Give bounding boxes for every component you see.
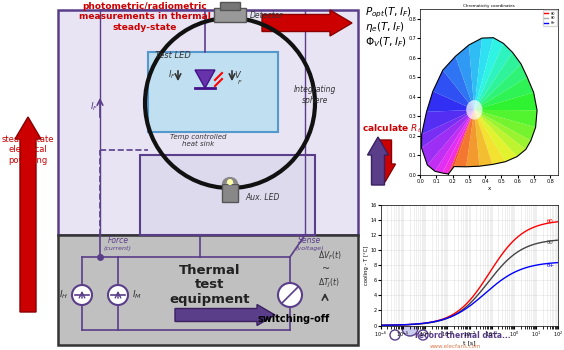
Text: $V$: $V$ bbox=[234, 70, 242, 80]
Text: $I_M$: $I_M$ bbox=[132, 289, 142, 301]
Polygon shape bbox=[474, 92, 537, 110]
Bar bbox=[214, 8, 246, 22]
Bar bbox=[58, 10, 358, 235]
Text: θ0: θ0 bbox=[547, 240, 553, 245]
Circle shape bbox=[72, 285, 92, 305]
Polygon shape bbox=[469, 38, 482, 110]
Polygon shape bbox=[448, 110, 474, 174]
Text: record thermal data...: record thermal data... bbox=[415, 331, 510, 340]
Polygon shape bbox=[474, 110, 517, 162]
Text: Integrating
sphere: Integrating sphere bbox=[294, 85, 336, 105]
Bar bbox=[220, 2, 240, 10]
Polygon shape bbox=[433, 70, 474, 110]
FancyArrow shape bbox=[395, 272, 416, 320]
Polygon shape bbox=[435, 110, 474, 173]
Polygon shape bbox=[466, 110, 479, 167]
FancyArrow shape bbox=[374, 140, 395, 182]
Text: $P_{opt}(T,I_F)$: $P_{opt}(T,I_F)$ bbox=[365, 5, 412, 20]
Polygon shape bbox=[422, 110, 474, 134]
Bar bbox=[148, 52, 278, 132]
Polygon shape bbox=[428, 110, 474, 171]
Text: www.elecfans.com: www.elecfans.com bbox=[430, 344, 482, 349]
Circle shape bbox=[278, 283, 302, 307]
Polygon shape bbox=[421, 110, 474, 148]
Polygon shape bbox=[443, 56, 474, 110]
X-axis label: t [s]: t [s] bbox=[463, 340, 476, 345]
Text: (current): (current) bbox=[104, 246, 132, 251]
Text: $F$: $F$ bbox=[237, 78, 243, 86]
Text: ~: ~ bbox=[322, 264, 330, 274]
Text: switching-off: switching-off bbox=[258, 314, 331, 324]
FancyArrow shape bbox=[15, 117, 41, 312]
Legend: θ0, θ0, θ+: θ0, θ0, θ+ bbox=[543, 10, 557, 26]
Circle shape bbox=[418, 330, 428, 340]
Bar bbox=[222, 184, 238, 202]
Polygon shape bbox=[442, 110, 474, 174]
Polygon shape bbox=[456, 45, 474, 110]
Circle shape bbox=[402, 320, 418, 336]
Polygon shape bbox=[195, 70, 215, 88]
Text: $I_F$: $I_F$ bbox=[90, 101, 98, 113]
Y-axis label: cooling - T [°C]: cooling - T [°C] bbox=[364, 245, 369, 285]
Text: photometric/radiometric
measurements in thermal
steady-state: photometric/radiometric measurements in … bbox=[79, 2, 211, 32]
Text: steady-state
electrical
powering: steady-state electrical powering bbox=[2, 135, 55, 165]
Polygon shape bbox=[474, 64, 527, 110]
Bar bbox=[140, 155, 315, 235]
Polygon shape bbox=[474, 110, 536, 141]
Polygon shape bbox=[474, 77, 534, 110]
Text: $I_F$: $I_F$ bbox=[168, 69, 176, 81]
Text: Sense: Sense bbox=[298, 236, 321, 245]
Polygon shape bbox=[474, 110, 537, 127]
Text: Force: Force bbox=[107, 236, 129, 245]
Text: Detector: Detector bbox=[250, 10, 283, 20]
Text: $\Delta T_J(t)$: $\Delta T_J(t)$ bbox=[318, 276, 340, 289]
Polygon shape bbox=[421, 110, 474, 165]
Polygon shape bbox=[474, 110, 505, 164]
Text: $\eta_e(T,I_F)$: $\eta_e(T,I_F)$ bbox=[365, 20, 405, 34]
Text: $\Delta V_F(t)$: $\Delta V_F(t)$ bbox=[318, 249, 342, 261]
Circle shape bbox=[466, 100, 482, 120]
FancyArrow shape bbox=[262, 10, 352, 36]
Text: Aux. LED: Aux. LED bbox=[245, 194, 279, 203]
Polygon shape bbox=[426, 91, 474, 112]
Polygon shape bbox=[454, 110, 474, 167]
Polygon shape bbox=[474, 38, 504, 110]
Text: (voltage): (voltage) bbox=[296, 246, 324, 251]
Polygon shape bbox=[474, 38, 494, 110]
Title: Chromaticity coordinates: Chromaticity coordinates bbox=[464, 4, 515, 8]
Polygon shape bbox=[474, 110, 526, 156]
Circle shape bbox=[108, 285, 128, 305]
Polygon shape bbox=[474, 110, 531, 149]
Text: $\Phi_V(T,I_F)$: $\Phi_V(T,I_F)$ bbox=[365, 35, 407, 49]
Text: θ+: θ+ bbox=[547, 262, 555, 268]
Polygon shape bbox=[474, 110, 492, 166]
Text: Thermal
test
equipment: Thermal test equipment bbox=[170, 264, 250, 307]
Text: θ0: θ0 bbox=[547, 219, 553, 224]
Circle shape bbox=[227, 179, 233, 185]
Text: $I_H$: $I_H$ bbox=[59, 289, 68, 301]
Polygon shape bbox=[474, 43, 513, 110]
Text: Test LED: Test LED bbox=[155, 51, 191, 60]
FancyArrow shape bbox=[368, 137, 389, 185]
Polygon shape bbox=[474, 52, 521, 110]
Bar bbox=[58, 235, 358, 345]
Text: Temp controlled
heat sink: Temp controlled heat sink bbox=[170, 133, 226, 147]
Circle shape bbox=[390, 330, 400, 340]
Text: calculate $R_{th-real}$ and $T_J$: calculate $R_{th-real}$ and $T_J$ bbox=[362, 124, 478, 136]
X-axis label: x: x bbox=[488, 186, 491, 190]
FancyArrow shape bbox=[175, 304, 275, 326]
